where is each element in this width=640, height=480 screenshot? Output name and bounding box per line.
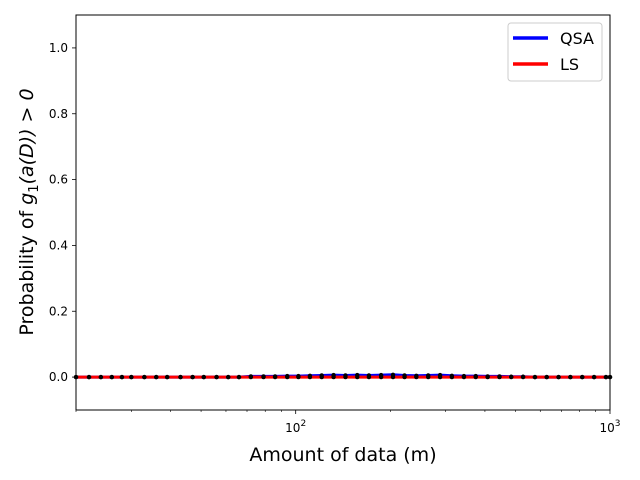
- data-point-ls: [307, 374, 313, 380]
- x-tick-label: 103: [599, 419, 620, 435]
- data-point-ls: [190, 374, 195, 380]
- y-axis-label-subscript: 1: [27, 184, 42, 192]
- data-point-ls: [603, 374, 609, 380]
- data-point-ls: [402, 374, 407, 380]
- plot-frame: [75, 14, 611, 411]
- data-point-ls: [214, 374, 219, 380]
- data-point-ls: [556, 374, 561, 380]
- data-point-ls: [378, 374, 384, 380]
- x-axis-ticks: 102 103: [285, 410, 621, 435]
- y-tick-label: 0.0: [49, 370, 68, 384]
- data-point-ls: [119, 374, 125, 380]
- legend: QSA LS: [507, 22, 603, 82]
- legend-items: QSA LS: [513, 29, 594, 74]
- data-point-ls: [520, 374, 526, 380]
- series-markers: [73, 372, 613, 380]
- data-point-ls: [355, 374, 360, 380]
- x-tick-label-base: 10: [285, 421, 300, 435]
- data-point-ls: [343, 374, 348, 380]
- data-point-ls: [296, 374, 301, 380]
- x-axis-label: Amount of data (m): [249, 444, 436, 466]
- data-point-ls: [154, 374, 159, 380]
- data-point-ls: [142, 374, 147, 380]
- data-point-ls: [437, 374, 443, 380]
- data-point-ls: [261, 374, 266, 380]
- data-point-ls: [497, 374, 502, 380]
- legend-label-ls: LS: [560, 55, 579, 74]
- x-tick-label-exponent: 2: [300, 419, 306, 429]
- data-point-ls: [544, 374, 549, 380]
- data-point-ls: [568, 374, 573, 380]
- data-point-ls: [366, 374, 372, 380]
- data-point-ls: [285, 374, 290, 380]
- data-point-ls: [98, 374, 104, 380]
- y-tick-label: 0.8: [49, 107, 68, 121]
- data-point-ls: [473, 374, 478, 380]
- data-point-ls: [449, 374, 455, 380]
- data-point-ls: [226, 374, 231, 380]
- data-point-ls: [109, 374, 115, 380]
- x-tick-label-base: 10: [599, 421, 614, 435]
- y-axis-ticks: 0.0 0.2 0.4 0.6 0.8 1.0: [49, 41, 76, 384]
- y-tick-label: 1.0: [49, 41, 68, 55]
- data-point-ls: [129, 374, 134, 380]
- data-point-ls: [86, 374, 92, 380]
- data-point-ls: [426, 374, 431, 380]
- x-tick-label: 102: [285, 419, 306, 435]
- data-point-ls: [201, 374, 206, 380]
- y-tick-label: 0.4: [49, 238, 68, 252]
- data-point-ls: [532, 374, 538, 380]
- data-point-ls: [485, 374, 490, 380]
- y-axis-label-rest: (a(D)) > 0: [16, 88, 38, 184]
- data-point-ls: [331, 374, 336, 380]
- data-point-ls: [580, 374, 585, 380]
- data-point-ls: [248, 374, 254, 380]
- data-point-ls: [591, 374, 597, 380]
- data-point-ls: [178, 374, 183, 380]
- data-point-ls: [236, 374, 242, 380]
- y-tick-label: 0.6: [49, 173, 68, 187]
- data-point-ls: [509, 374, 514, 380]
- y-axis-label: Probability of g1(a(D)) > 0: [16, 88, 42, 335]
- data-point-ls: [164, 374, 170, 380]
- legend-label-qsa: QSA: [560, 29, 594, 48]
- data-point-ls: [390, 374, 396, 380]
- data-point-ls: [272, 374, 278, 380]
- x-tick-label-exponent: 3: [615, 419, 621, 429]
- data-point-ls: [319, 374, 324, 380]
- y-tick-label: 0.2: [49, 304, 68, 318]
- data-point-ls: [461, 374, 467, 380]
- y-axis-label-prefix: Probability of: [16, 205, 38, 336]
- data-point-ls: [414, 374, 419, 380]
- y-axis-label-g: g: [16, 193, 38, 205]
